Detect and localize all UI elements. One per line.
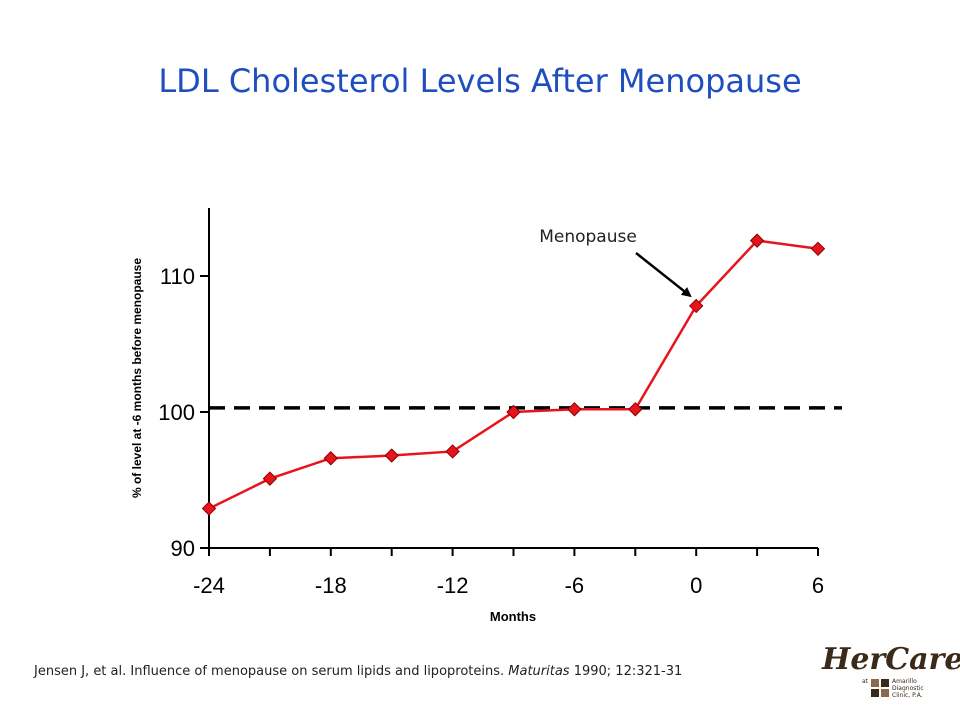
data-point-marker bbox=[810, 241, 826, 257]
data-point-marker bbox=[262, 471, 278, 486]
series-group bbox=[201, 233, 826, 516]
hercare-logo: HerCare at Amarillo Diagnostic Clinic, P… bbox=[822, 642, 960, 704]
y-tick-label: 100 bbox=[158, 400, 195, 425]
citation: Jensen J, et al. Influence of menopause … bbox=[34, 664, 682, 679]
y-tick-label: 110 bbox=[160, 264, 195, 289]
clinic-mark-icon bbox=[871, 679, 889, 697]
citation-authors: Jensen J, et al. Influence of menopause … bbox=[34, 664, 509, 679]
logo-name: HerCare bbox=[822, 642, 960, 677]
menopause-arrow bbox=[635, 252, 692, 298]
x-tick-label: 0 bbox=[690, 573, 702, 598]
logo-at: at bbox=[862, 678, 869, 685]
data-point-marker bbox=[506, 404, 521, 420]
logo-clinic: Amarillo Diagnostic Clinic, P.A. bbox=[892, 678, 924, 699]
labels-group: 90 100 110 -24 -18 -12 -6 0 6 Menopause Months % of… bbox=[130, 227, 824, 624]
data-point-marker bbox=[567, 402, 582, 417]
y-axis-title: % of level at -6 months before menopause bbox=[130, 258, 144, 498]
x-tick-label: -18 bbox=[315, 573, 347, 598]
x-tick-label: -12 bbox=[437, 573, 469, 598]
x-axis-title: Months bbox=[490, 609, 536, 624]
data-point-marker bbox=[201, 501, 217, 516]
series-line bbox=[208, 239, 819, 510]
data-point-marker bbox=[384, 448, 399, 463]
data-point-marker bbox=[445, 444, 460, 459]
data-point-marker bbox=[628, 402, 643, 417]
slide-title: LDL Cholesterol Levels After Menopause bbox=[158, 62, 802, 100]
data-point-marker bbox=[688, 298, 704, 314]
axes bbox=[200, 208, 819, 556]
ldl-line-chart: 90 100 110 -24 -18 -12 -6 0 6 Menopause Months % of… bbox=[130, 208, 842, 624]
menopause-annotation: Menopause bbox=[539, 227, 637, 247]
x-tick-label: -24 bbox=[193, 573, 225, 598]
y-tick-label: 90 bbox=[171, 536, 195, 561]
x-tick-label: -6 bbox=[565, 573, 585, 598]
data-point-marker bbox=[749, 233, 765, 248]
citation-journal: Maturitas bbox=[508, 664, 570, 679]
x-tick-label: 6 bbox=[812, 573, 824, 598]
data-point-marker bbox=[323, 451, 339, 466]
citation-details: 1990; 12:321-31 bbox=[569, 664, 683, 679]
